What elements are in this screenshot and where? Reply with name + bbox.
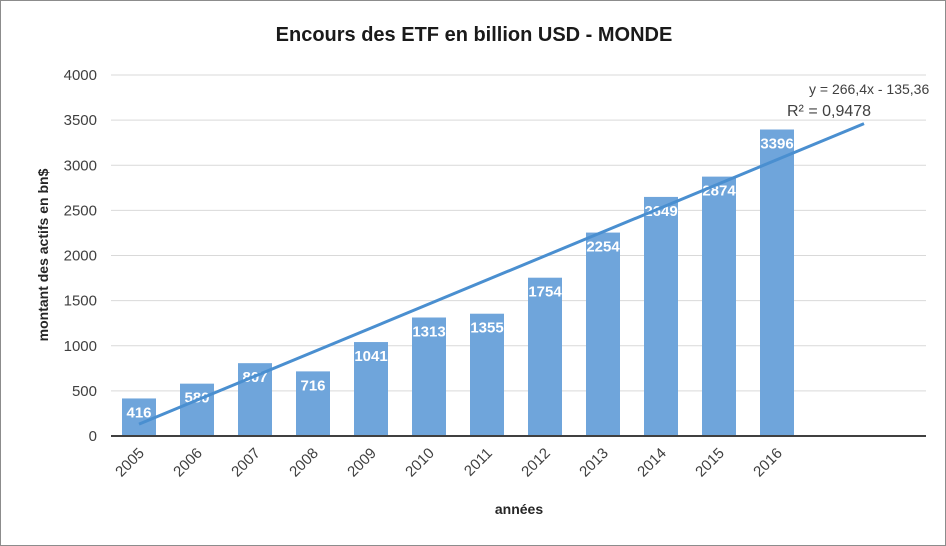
x-tick-label: 2006 (170, 445, 206, 481)
bar (296, 371, 330, 436)
y-tick-label: 2000 (64, 248, 97, 265)
data-label: 2254 (586, 239, 620, 256)
data-label: 716 (300, 377, 325, 394)
x-tick-label: 2016 (750, 445, 786, 481)
data-labels: 4165808077161041131313551754225426492874… (126, 136, 793, 422)
x-tick-label: 2007 (228, 445, 264, 481)
bar (586, 232, 620, 436)
data-label: 1313 (412, 324, 445, 341)
x-tick-label: 2015 (692, 445, 728, 481)
data-label: 3396 (760, 136, 793, 153)
bar (702, 176, 736, 436)
data-label: 2649 (644, 203, 677, 220)
data-label: 1041 (354, 348, 387, 365)
y-tick-label: 3000 (64, 157, 97, 174)
bar (122, 398, 156, 436)
bar (644, 196, 678, 436)
y-tick-label: 3500 (64, 112, 97, 129)
gridlines (111, 74, 926, 392)
data-label: 1355 (470, 320, 503, 337)
trendline-equation: y = 266,4x - 135,36 (809, 81, 929, 97)
bar (412, 317, 446, 436)
y-tick-label: 1000 (64, 338, 97, 355)
chart-title: Encours des ETF en billion USD - MONDE (276, 24, 673, 46)
bar (180, 383, 214, 436)
x-tick-label: 2014 (634, 445, 670, 481)
x-tick-labels: 2005 2006 2007 2008 2009 2010 2011 2012 2013 2014… (112, 445, 786, 481)
trendline-r2: R² = 0,9478 (787, 103, 871, 120)
y-axis-label: montant des actifs en bn$ (35, 168, 51, 341)
bar (528, 277, 562, 436)
y-tick-label: 1500 (64, 293, 97, 310)
y-tick-label: 500 (72, 383, 97, 400)
x-tick-label: 2012 (518, 445, 554, 481)
bar (470, 313, 504, 436)
y-tick-label: 2500 (64, 202, 97, 219)
bar (760, 129, 794, 437)
y-tick-labels: 0 500 1000 1500 2000 2500 3000 3500 4000 (64, 67, 97, 445)
y-tick-label: 4000 (64, 67, 97, 84)
x-tick-label: 2008 (286, 445, 322, 481)
y-tick-label: 0 (89, 428, 97, 445)
x-tick-label: 2009 (344, 445, 380, 481)
trendline (138, 122, 865, 426)
x-tick-label: 2005 (112, 445, 148, 481)
data-label: 1754 (528, 284, 562, 301)
x-tick-label: 2013 (576, 445, 612, 481)
bars (122, 129, 794, 437)
x-tick-label: 2010 (402, 445, 438, 481)
bar (354, 342, 388, 436)
x-tick-label: 2011 (461, 445, 496, 480)
data-label: 416 (126, 404, 151, 421)
x-axis-label: années (495, 501, 543, 517)
